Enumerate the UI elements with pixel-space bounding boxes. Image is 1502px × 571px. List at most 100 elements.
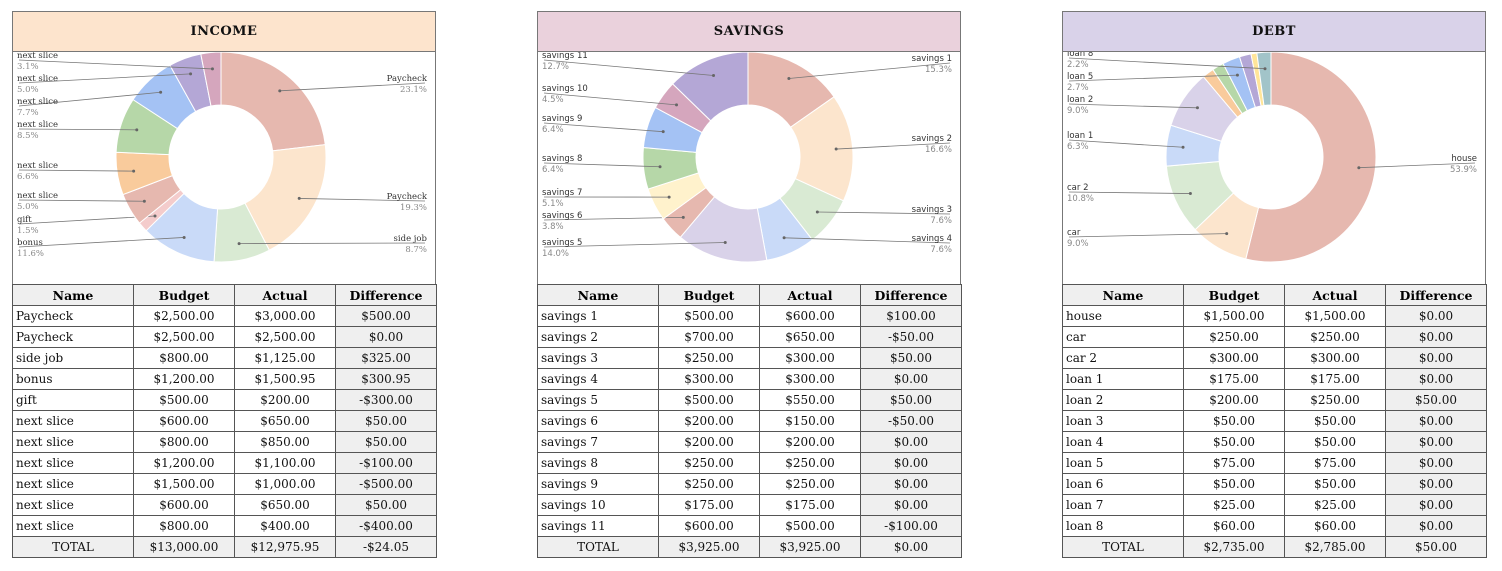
cell-name: next slice [12,431,134,453]
slice-label: savings 3 [912,205,952,215]
leader-line [784,237,951,244]
cell-difference: $50.00 [335,410,437,432]
slice-percent: 16.6% [925,145,952,155]
cell-difference: $50.00 [335,431,437,453]
cell-actual: $850.00 [234,431,336,453]
cell-name: next slice [12,410,134,432]
cell-name: next slice [12,494,134,516]
cell-budget: $60.00 [1183,515,1285,537]
slice-percent: 23.1% [400,85,427,95]
slice-label: savings 11 [542,52,588,61]
cell-difference: -$300.00 [335,389,437,411]
table-row: loan 2 $200.00 $250.00 $50.00 [1062,389,1487,411]
slice-label: next slice [17,52,58,61]
cell-actual: $50.00 [1284,431,1386,453]
col-header-budget: Budget [658,284,760,306]
slice-percent: 4.5% [542,95,564,105]
table-row: gift $500.00 $200.00 -$300.00 [12,389,437,411]
slice-label: savings 8 [542,154,582,164]
cell-difference: $50.00 [860,389,962,411]
table-header-row: Name Budget Actual Difference [1062,284,1487,306]
leader-line [543,162,661,168]
slice-percent: 14.0% [542,249,569,259]
cell-name: savings 9 [537,473,659,495]
cell-name: savings 7 [537,431,659,453]
leader-dot [237,242,241,246]
cell-difference: -$400.00 [335,515,437,537]
slice-percent: 6.4% [542,125,564,135]
slice-label: savings 1 [912,54,952,64]
table-header-row: Name Budget Actual Difference [12,284,437,306]
col-header-difference: Difference [335,284,437,306]
slice-label: loan 8 [1067,52,1093,59]
leader-dot [278,89,282,93]
col-header-budget: Budget [1183,284,1285,306]
leader-dot [1195,106,1199,110]
slice-percent: 15.3% [925,65,952,75]
slice-label: car 2 [1067,183,1089,193]
cell-name: savings 11 [537,515,659,537]
leader-line [1068,191,1191,194]
leader-dot [1181,145,1185,149]
total-row: TOTAL $3,925.00 $3,925.00 $0.00 [537,536,962,558]
cell-difference: $325.00 [335,347,437,369]
cell-budget: $250.00 [658,452,760,474]
total-row: TOTAL $13,000.00 $12,975.95 -$24.05 [12,536,437,558]
slice-percent: 8.5% [17,131,39,141]
cell-difference: -$100.00 [860,515,962,537]
cell-name: savings 1 [537,305,659,327]
slice-label: loan 2 [1067,95,1093,105]
cell-actual: $250.00 [759,473,861,495]
cell-budget: $50.00 [1183,410,1285,432]
debt-panel: DEBT house 53.9% car 9.0% car 2 10.8% loan 1 6.… [1062,11,1487,558]
cell-difference: -$500.00 [335,473,437,495]
cell-difference: $0.00 [1385,431,1487,453]
slice-percent: 19.3% [400,203,427,213]
leader-dot [1263,67,1267,71]
cell-name: loan 3 [1062,410,1184,432]
leader-line [543,92,677,106]
savings-title: SAVINGS [537,11,961,52]
leader-dot [723,241,727,245]
donut-slice [1245,52,1377,263]
cell-actual: $1,500.95 [234,368,336,390]
slice-label: next slice [17,74,58,84]
leader-dot [1357,166,1361,170]
cell-name: TOTAL [537,536,659,558]
table-row: savings 5 $500.00 $550.00 $50.00 [537,389,962,411]
cell-difference: $0.00 [1385,452,1487,474]
cell-difference: $100.00 [860,305,962,327]
slice-label: loan 5 [1067,72,1093,82]
slice-label: next slice [17,191,58,201]
slice-label: next slice [17,161,58,171]
cell-actual: $175.00 [759,494,861,516]
leader-dot [132,169,136,173]
cell-budget: $800.00 [133,431,235,453]
cell-difference: $0.00 [1385,305,1487,327]
donut-slice [220,52,326,152]
slice-percent: 5.1% [542,199,564,209]
slice-label: bonus [17,238,43,248]
cell-name: loan 4 [1062,431,1184,453]
cell-actual: $250.00 [1284,389,1386,411]
leader-dot [1225,232,1229,236]
donut-slice [200,52,222,107]
income-chart: Paycheck 23.1% Paycheck 19.3% side job 8.7% bo… [12,52,436,284]
table-row: loan 3 $50.00 $50.00 $0.00 [1062,410,1487,432]
cell-budget: $300.00 [658,368,760,390]
cell-budget: $75.00 [1183,452,1285,474]
cell-budget: $600.00 [133,494,235,516]
table-row: car $250.00 $250.00 $0.00 [1062,326,1487,348]
cell-difference: $0.00 [1385,368,1487,390]
cell-name: next slice [12,452,134,474]
leader-dot [182,235,186,239]
cell-actual: $1,000.00 [234,473,336,495]
leader-line [543,242,726,248]
col-header-actual: Actual [759,284,861,306]
cell-budget: $25.00 [1183,494,1285,516]
table-row: loan 1 $175.00 $175.00 $0.00 [1062,368,1487,390]
cell-budget: $500.00 [658,389,760,411]
slice-percent: 5.0% [17,85,39,95]
cell-name: side job [12,347,134,369]
